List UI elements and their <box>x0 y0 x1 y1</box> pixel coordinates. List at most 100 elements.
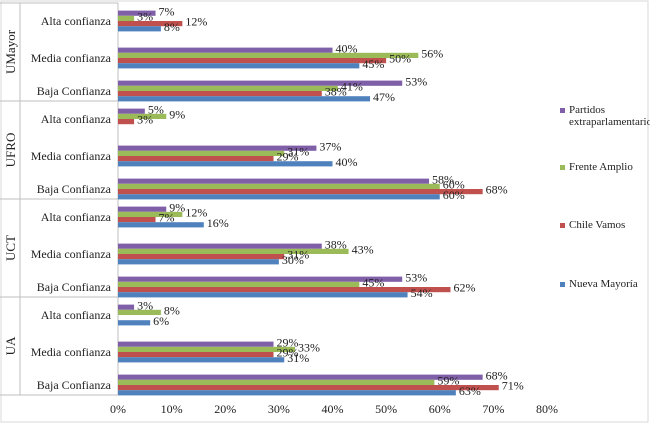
bar-nm <box>118 320 151 326</box>
data-label-cv: 50% <box>389 52 411 66</box>
group-labels: UMayor UFRO UCT UA <box>3 29 18 355</box>
x-tick-label: 60% <box>429 402 451 416</box>
bar-cv <box>118 287 451 293</box>
bar-fa <box>118 52 419 58</box>
data-label-nm: 47% <box>373 90 395 104</box>
data-label-pe: 38% <box>325 237 347 251</box>
bar-fa <box>118 211 183 217</box>
x-axis: 0% 10% 20% 30% 40% 50% 60% 70% 80% <box>110 402 558 416</box>
legend-swatch-pe <box>560 108 565 113</box>
category-label: Media confianza <box>31 51 112 65</box>
legend-label-pe: Partidos <box>569 104 605 116</box>
bar-pe <box>118 341 274 347</box>
data-label-nm: 30% <box>282 253 304 267</box>
data-label-fa: 59% <box>437 374 459 388</box>
category-label: Media confianza <box>31 247 112 261</box>
category-label: Baja Confianza <box>37 378 112 392</box>
group-label: UA <box>3 336 18 355</box>
bar-fa <box>118 309 161 315</box>
data-label-pe: 7% <box>159 4 175 18</box>
data-label-pe: 29% <box>277 335 299 349</box>
category-label: Alta confianza <box>41 210 112 224</box>
data-label-cv: 62% <box>453 281 475 295</box>
data-label-fa: 12% <box>185 206 207 220</box>
group-label: UFRO <box>3 133 18 168</box>
category-label: Media confianza <box>31 345 112 359</box>
bar-nm <box>118 96 371 102</box>
data-label-cv: 7% <box>159 211 175 225</box>
bar-cv <box>118 189 483 195</box>
bar-nm <box>118 259 279 265</box>
data-label-cv: 38% <box>325 85 347 99</box>
data-label-pe: 37% <box>319 139 341 153</box>
bar-pe <box>118 145 317 151</box>
bar-pe <box>118 108 145 114</box>
data-label-cv: 3% <box>137 113 153 127</box>
legend-swatch-nm <box>560 282 565 287</box>
legend-label-nm: Nueva Mayoría <box>569 278 638 290</box>
bar-cv <box>118 58 387 64</box>
bar-fa <box>118 346 295 352</box>
bar-nm <box>118 194 440 200</box>
x-tick-label: 20% <box>214 402 236 416</box>
legend-label-fa: Frente Amplio <box>569 161 633 173</box>
data-label-pe: 53% <box>405 74 427 88</box>
category-labels: Alta confianza Media confianza Baja Confia… <box>31 14 112 392</box>
x-tick-label: 30% <box>268 402 290 416</box>
data-label-nm: 60% <box>443 188 465 202</box>
bar-cv <box>118 91 322 97</box>
data-label-cv: 29% <box>277 150 299 164</box>
category-label: Alta confianza <box>41 308 112 322</box>
data-label-pe: 5% <box>148 102 164 116</box>
bar-fa <box>118 113 167 119</box>
data-label-nm: 6% <box>153 314 169 328</box>
bar-cv <box>118 119 135 125</box>
legend-label-cv: Chile Vamos <box>569 219 625 231</box>
bar-fa <box>118 248 349 254</box>
bar-fa <box>118 150 285 156</box>
group-label: UMayor <box>3 29 18 74</box>
bar-nm <box>118 63 360 69</box>
data-label-pe: 53% <box>405 270 427 284</box>
data-label-fa: 3% <box>137 10 153 24</box>
group-label: UCT <box>3 235 18 261</box>
bar-fa <box>118 281 360 287</box>
data-label-pe: 9% <box>169 200 185 214</box>
bar-nm <box>118 26 161 32</box>
data-label-pe: 68% <box>486 368 508 382</box>
bar-pe <box>118 10 156 16</box>
bar-fa <box>118 85 338 91</box>
data-label-fa: 33% <box>298 341 320 355</box>
bar-pe <box>118 374 483 380</box>
data-label-cv: 71% <box>502 379 524 393</box>
data-label-nm: 54% <box>411 286 433 300</box>
category-label: Media confianza <box>31 149 112 163</box>
data-label-nm: 31% <box>287 351 309 365</box>
bar-pe <box>118 206 167 212</box>
bar-cv <box>118 217 156 223</box>
data-label-pe: 58% <box>432 172 454 186</box>
data-label-fa: 60% <box>443 178 465 192</box>
bar-cv <box>118 21 183 27</box>
bar-pe <box>118 178 430 184</box>
data-label-nm: 63% <box>459 384 481 398</box>
data-label-nm: 45% <box>362 57 384 71</box>
bar-nm <box>118 161 333 167</box>
category-label: Alta confianza <box>41 14 112 28</box>
bar-fa <box>118 379 435 385</box>
data-label-cv: 31% <box>287 248 309 262</box>
x-tick-label: 10% <box>161 402 183 416</box>
bar-cv <box>118 156 274 162</box>
data-label-pe: 40% <box>336 41 358 55</box>
legend-swatch-cv <box>560 223 565 228</box>
data-label-fa: 45% <box>362 276 384 290</box>
bar-fa <box>118 15 135 21</box>
data-label-fa: 41% <box>341 80 363 94</box>
bar-cv <box>118 385 499 391</box>
x-tick-label: 0% <box>110 402 126 416</box>
x-tick-label: 80% <box>536 402 558 416</box>
data-label-fa: 9% <box>169 108 185 122</box>
